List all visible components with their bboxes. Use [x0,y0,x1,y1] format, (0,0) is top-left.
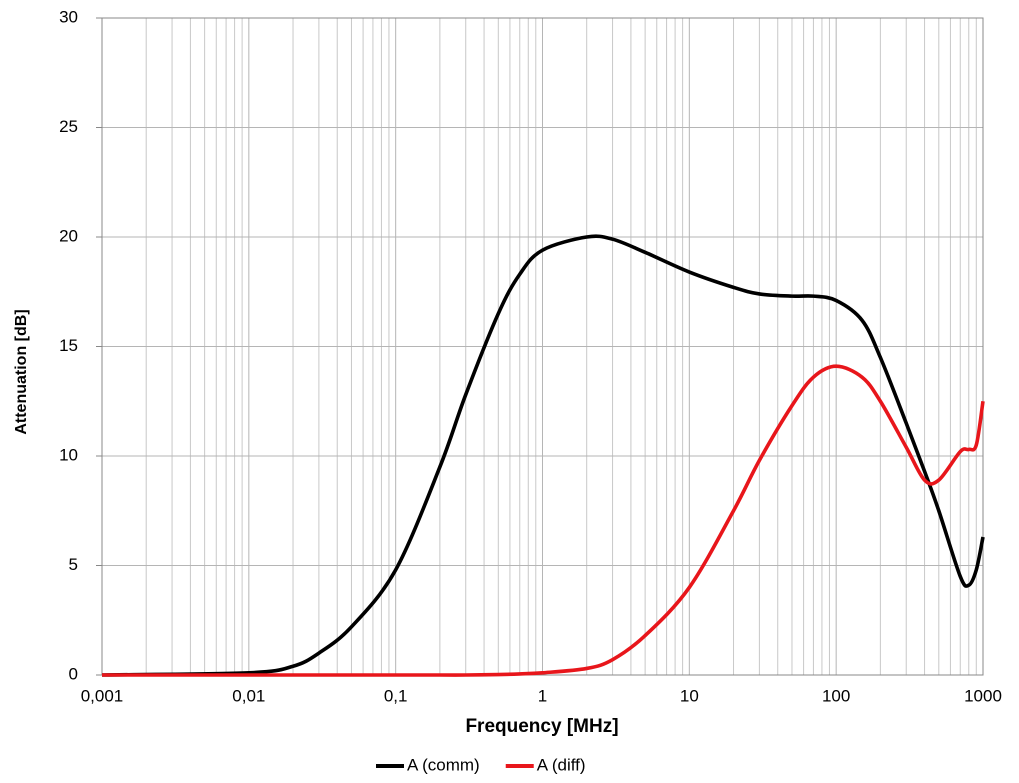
y-tick-label: 30 [59,7,78,26]
legend-label: A (diff) [537,755,586,774]
y-tick-label: 20 [59,226,78,245]
x-tick-label: 10 [680,686,699,705]
series-line [101,234,985,677]
x-axis-label: Frequency [MHz] [465,716,618,737]
y-tick-label: 25 [59,117,78,136]
y-tick-label: 0 [69,664,78,683]
x-tick-label: 0,01 [232,686,265,705]
grid [101,17,984,676]
series-line [101,364,985,677]
y-axis-label: Attenuation [dB] [13,309,30,434]
x-tick-label: 1 [538,686,547,705]
x-tick-label: 0,1 [384,686,408,705]
legend-label: A (comm) [407,755,480,774]
x-tick-label: 1000 [964,686,1002,705]
y-tick-label: 15 [59,336,78,355]
y-tick-label: 5 [69,555,78,574]
y-tick-label: 10 [59,445,78,464]
x-tick-label: 0,001 [81,686,124,705]
x-tick-label: 100 [822,686,850,705]
